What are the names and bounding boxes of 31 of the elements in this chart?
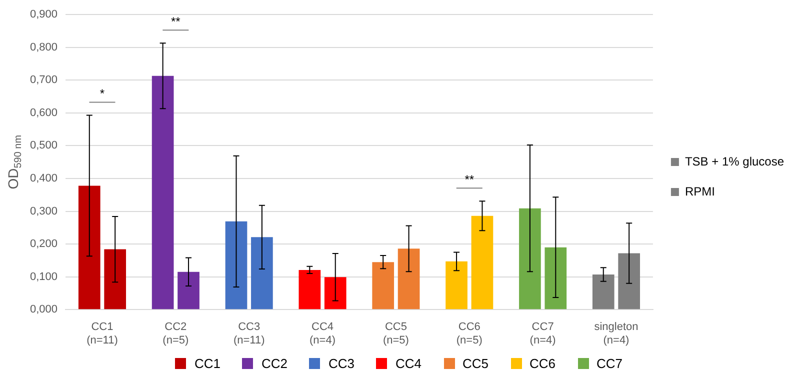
x-tick-label: CC1 (n=11) [86, 321, 118, 346]
text: CC5 [462, 356, 489, 371]
annotation: ** [170, 14, 181, 28]
annotation: ** [464, 172, 474, 186]
y-tick-label: 0,700 [30, 74, 58, 86]
y-tick-label: 0,500 [30, 140, 58, 152]
y-axis-title: OD590 nm [4, 134, 24, 190]
text: CC6 [530, 356, 556, 371]
text: CC4 [395, 356, 422, 371]
x-tick-label: CC2 (n=5) [162, 321, 189, 346]
y-tick-label: 0,800 [30, 41, 58, 54]
x-tick-label: CC5 (n=5) [382, 321, 409, 346]
legend-label: TSB + 1% glucose [684, 154, 784, 168]
x-tick-label: singleton (n=4) [594, 321, 638, 346]
x-tick-label: CC3 (n=11) [233, 321, 265, 346]
annotation: * [100, 86, 105, 101]
text: CC2 [261, 356, 288, 371]
text: CC3 [328, 356, 354, 371]
y-tick-label: 0,300 [30, 205, 58, 218]
y-tick-label: 0,000 [30, 304, 58, 316]
y-tick-label: 0,100 [30, 270, 58, 283]
y-tick-label: 0,400 [30, 172, 58, 185]
text: CC7 [596, 356, 623, 371]
y-tick-label: 0,900 [30, 8, 58, 21]
x-tick-label: CC6 (n=5) [456, 321, 482, 346]
x-tick-label: CC4 (n=4) [310, 321, 336, 346]
y-tick-label: 0,600 [30, 106, 58, 119]
text: CC1 [194, 356, 220, 371]
legend-label: RPMI [684, 184, 715, 198]
y-tick-label: 0,200 [30, 238, 58, 250]
x-tick-label: CC7 (n=4) [530, 321, 556, 346]
